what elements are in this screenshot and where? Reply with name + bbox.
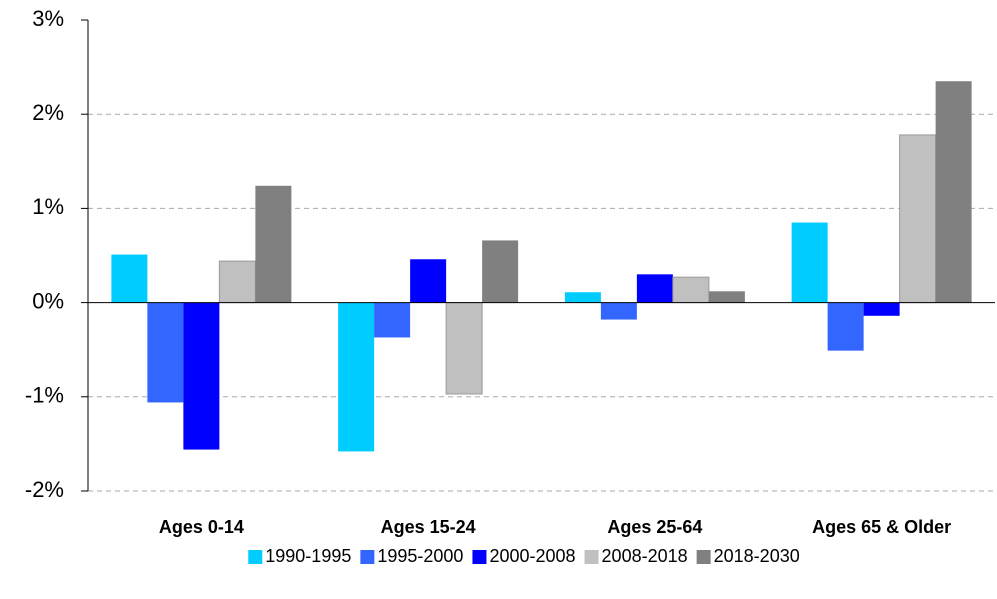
- legend-swatch: [472, 550, 487, 564]
- bar: [374, 302, 411, 338]
- bar: [899, 134, 937, 304]
- x-tick-label: Ages 0-14: [159, 517, 244, 537]
- bar: [147, 302, 184, 403]
- bar: [445, 302, 483, 395]
- bar: [410, 259, 447, 303]
- legend-label: 2000-2008: [489, 546, 575, 566]
- bar: [338, 302, 375, 452]
- bar: [863, 302, 900, 316]
- bar: [672, 276, 710, 304]
- y-tick-label: 1%: [32, 194, 64, 219]
- x-tick-label: Ages 65 & Older: [812, 517, 951, 537]
- bar: [183, 302, 220, 450]
- bar: [708, 291, 745, 303]
- legend-swatch: [248, 550, 263, 564]
- y-tick-label: 3%: [32, 6, 64, 31]
- y-tick-label: -1%: [25, 383, 64, 408]
- legend-label: 2008-2018: [602, 546, 688, 566]
- y-tick-label: 0%: [32, 288, 64, 313]
- legend-label: 1990-1995: [265, 546, 351, 566]
- legend-swatch: [696, 550, 711, 564]
- bar: [791, 222, 828, 303]
- bar: [564, 292, 601, 303]
- bar: [600, 302, 637, 320]
- legend-swatch: [584, 550, 599, 564]
- legend-label: 2018-2030: [714, 546, 800, 566]
- legend-label: 1995-2000: [377, 546, 463, 566]
- bar: [636, 274, 673, 303]
- y-tick-label: 2%: [32, 100, 64, 125]
- bar: [218, 260, 256, 304]
- x-tick-label: Ages 25-64: [607, 517, 702, 537]
- y-tick-label: -2%: [25, 477, 64, 502]
- bar: [482, 240, 519, 303]
- legend-swatch: [360, 550, 375, 564]
- bar: [827, 302, 864, 351]
- bar: [255, 185, 292, 303]
- bar: [111, 254, 148, 303]
- x-tick-label: Ages 15-24: [381, 517, 476, 537]
- bar: [935, 81, 972, 303]
